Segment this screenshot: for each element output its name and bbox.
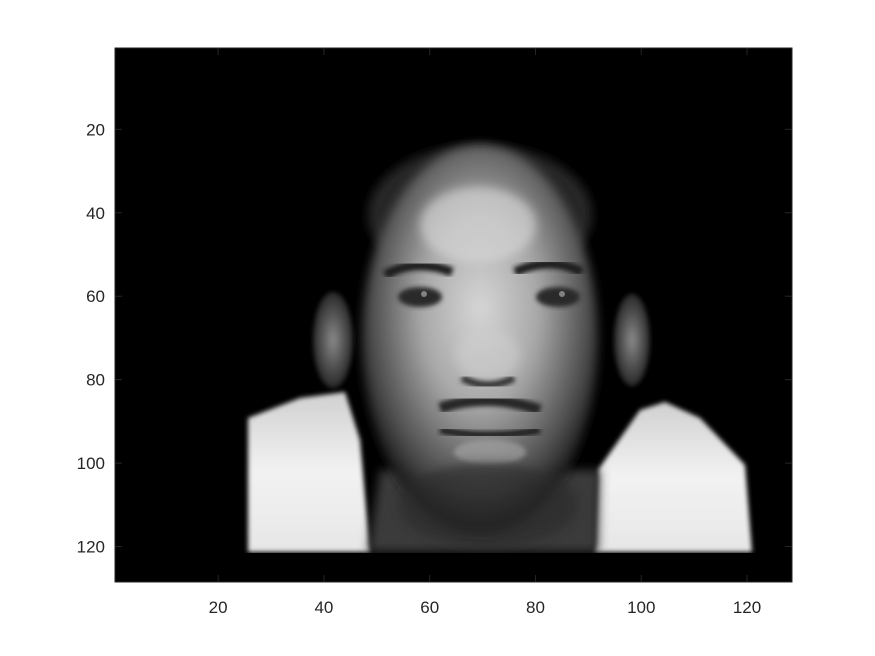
nose (456, 329, 520, 381)
x-tick-label: 120 (733, 598, 761, 617)
forehead-highlight (420, 187, 536, 263)
y-tick-label: 100 (77, 454, 105, 473)
eye-right (536, 287, 580, 307)
eyebrow-right (513, 259, 585, 277)
face-image (115, 145, 792, 582)
x-tick-label: 20 (209, 598, 228, 617)
x-tick-label: 40 (314, 598, 333, 617)
axes-frame (114, 47, 793, 583)
towel-left (248, 392, 370, 552)
x-tick-label: 60 (420, 598, 439, 617)
image-plot (115, 48, 792, 582)
y-axis: 20 40 60 80 100 120 (77, 120, 792, 557)
y-tick-label: 80 (86, 371, 105, 390)
lower-lip (454, 440, 526, 464)
nose-shadow (460, 374, 516, 389)
ear-right (614, 294, 650, 386)
chin-beard (398, 463, 578, 547)
eyebrow-left (382, 261, 454, 279)
y-tick-label: 120 (77, 538, 105, 557)
bottom-band (115, 553, 792, 582)
ear-left (313, 292, 353, 388)
x-axis: 20 40 60 80 100 120 (209, 48, 761, 617)
eye-left-highlight (421, 291, 427, 297)
towel-right (595, 402, 752, 552)
y-tick-label: 40 (86, 204, 105, 223)
mouth (439, 426, 541, 439)
y-tick-label: 60 (86, 287, 105, 306)
y-tick-label: 20 (86, 120, 105, 139)
mustache (438, 394, 542, 416)
x-tick-label: 100 (627, 598, 655, 617)
eye-right-highlight (559, 291, 565, 297)
x-tick-label: 80 (526, 598, 545, 617)
eye-left (398, 287, 442, 307)
